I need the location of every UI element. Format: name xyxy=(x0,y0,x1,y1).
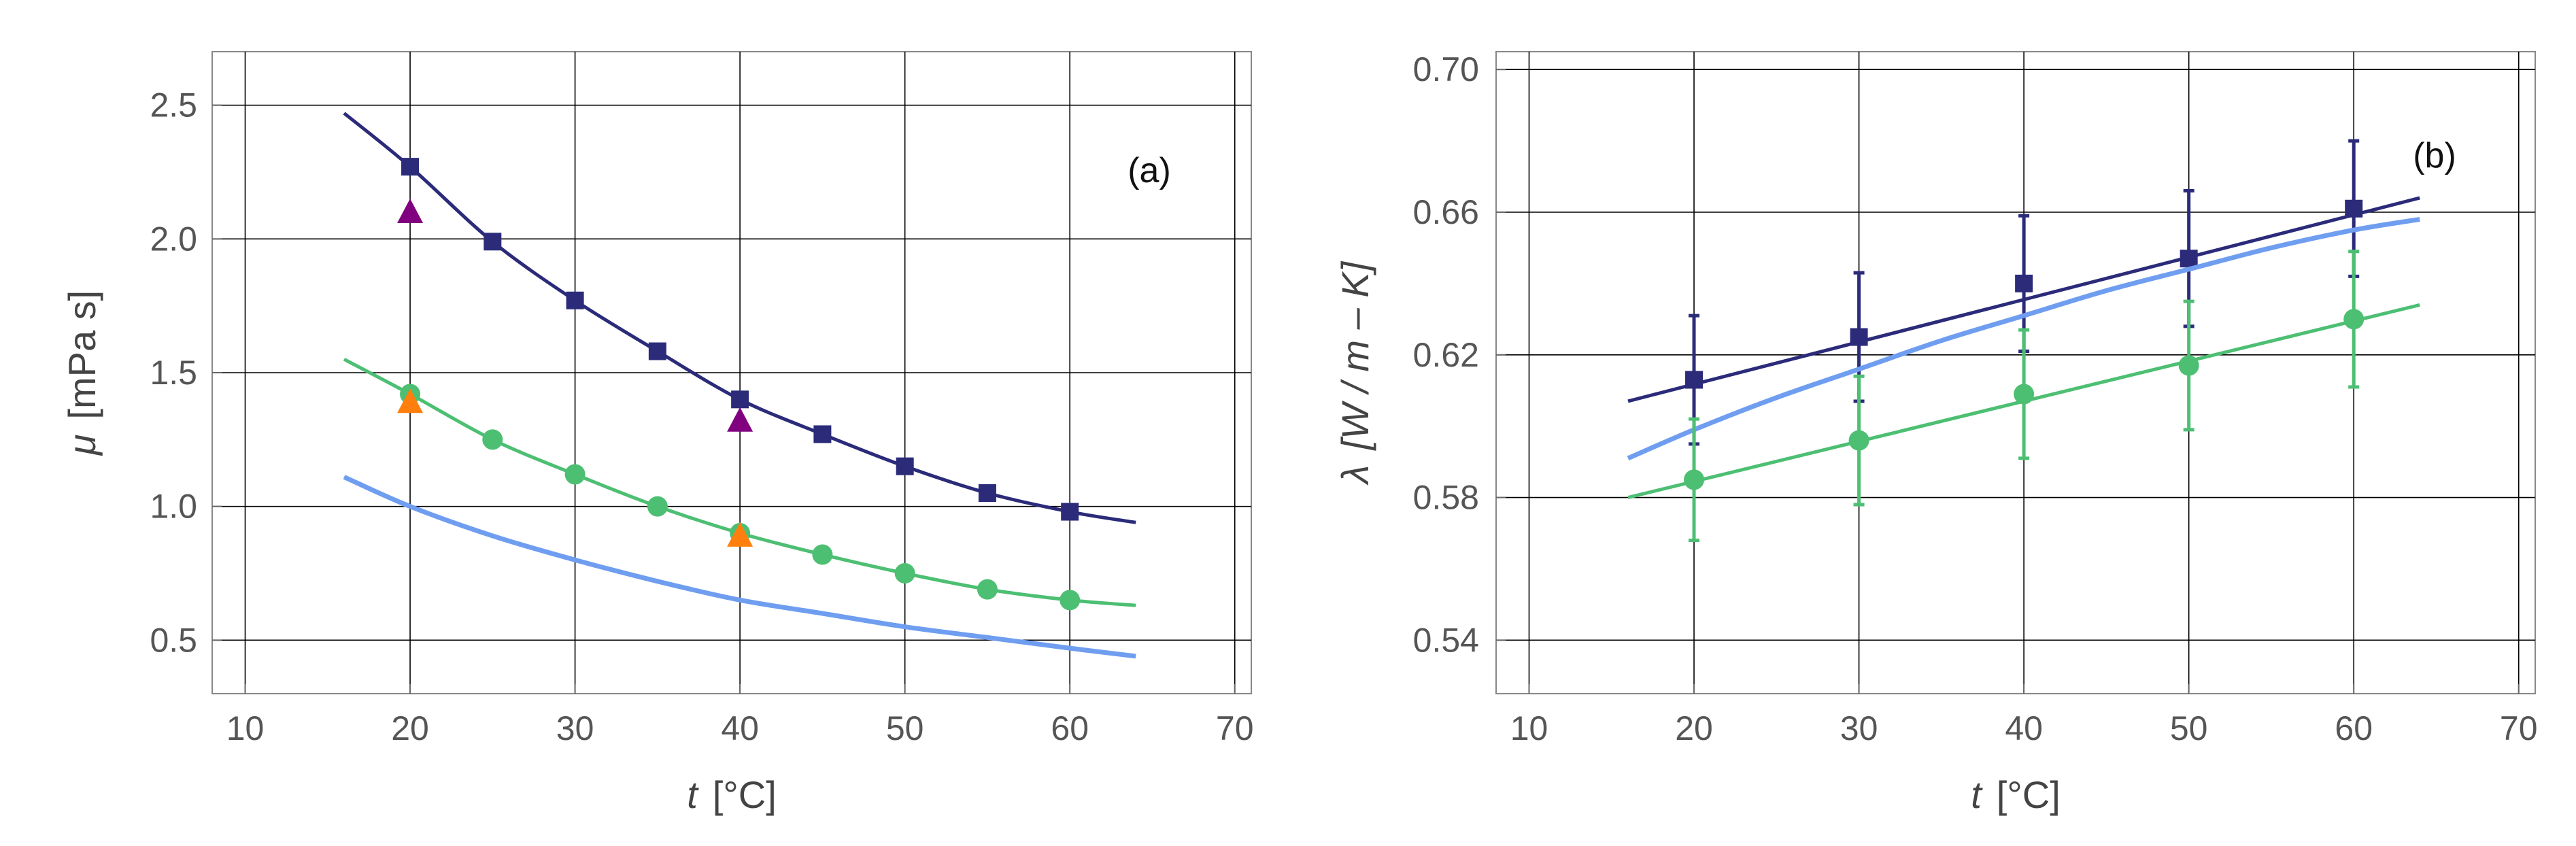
panel-a-dark-blue-curve-point xyxy=(648,342,666,360)
panel-b-green-fit-point xyxy=(1684,469,1705,490)
panel-b-light-blue-curve-line xyxy=(1627,217,2420,461)
panel-b-plot-frame xyxy=(1495,51,2536,694)
panel-a-green-curve-point xyxy=(482,429,503,450)
panel-a-y-axis-variable: μ xyxy=(61,435,103,457)
panel-a-y-tick-label: 0.5 xyxy=(150,621,197,659)
panel-a-y-tick-label: 2.5 xyxy=(150,86,197,124)
panel-b-y-tick-label: 0.70 xyxy=(1413,50,1479,88)
panel-a-orange-triangles-point xyxy=(397,388,424,413)
panel-a-x-tick-label: 60 xyxy=(1051,709,1089,747)
panel-a-light-blue-curve-line xyxy=(343,475,1136,659)
panel-b-chart: 10 20 30 40 50 60 70 0.54 0.58 0.62 0.66 0.70 t [°C] λ… xyxy=(1334,50,2538,816)
panel-b-y-axis-unit: [W / m – K] xyxy=(1334,260,1376,451)
panel-b-x-axis-label: t [°C] xyxy=(1971,773,2061,816)
panel-a-green-curve-point xyxy=(1060,590,1081,611)
panel-a-chart: 10 20 30 40 50 60 70 0.5 1.0 1.5 2.0 2.5 t [°C] μ [mPa … xyxy=(61,51,1254,816)
panel-a-dark-blue-curve-point xyxy=(978,484,996,502)
panel-b-dark-blue-fit-point xyxy=(1850,328,1868,346)
panel-b-y-axis-variable: λ xyxy=(1334,465,1376,486)
panel-a-green-curve-point xyxy=(894,563,915,583)
panel-b-green-fit-point xyxy=(2178,355,2199,376)
panel-a-x-axis-variable: t xyxy=(687,773,699,816)
panel-a-y-tick-label: 2.0 xyxy=(150,220,197,258)
panel-a-dark-blue-curve-point xyxy=(896,457,914,475)
panel-b-green-fit-point xyxy=(2014,384,2035,405)
panel-a-green-curve-point xyxy=(564,464,586,485)
panel-a-x-tick-label: 10 xyxy=(226,709,265,747)
panel-a-green-curve-point xyxy=(812,544,833,565)
panel-b-y-tick-label: 0.54 xyxy=(1413,621,1479,659)
panel-a-dark-blue-curve-point xyxy=(566,291,584,309)
panel-b-label: (b) xyxy=(2413,136,2456,175)
panel-b-dark-blue-fit-point xyxy=(2180,250,2198,268)
panel-a-x-tick-label: 30 xyxy=(556,709,594,747)
panel-b-green-fit-point xyxy=(2343,309,2365,330)
panel-a-y-tick-label: 1.5 xyxy=(150,354,197,392)
panel-b-dark-blue-fit-point xyxy=(2345,199,2363,218)
panel-a-purple-triangles-point xyxy=(727,407,753,432)
panel-a-dark-blue-curve-point xyxy=(401,158,420,176)
panel-b-x-tick-label: 10 xyxy=(1510,709,1548,747)
panel-a-y-axis-unit: [mPa s] xyxy=(61,290,103,420)
panel-a-dark-blue-curve-point xyxy=(731,390,749,409)
panel-b-dark-blue-fit-point xyxy=(2015,274,2033,292)
panel-a-x-tick-label: 40 xyxy=(721,709,759,747)
panel-a-label: (a) xyxy=(1128,151,1171,190)
panel-a-x-axis-label: t [°C] xyxy=(687,773,777,816)
panel-b-x-axis-unit: [°C] xyxy=(1997,773,2061,816)
panel-a-orange-triangles-point xyxy=(727,522,753,547)
panel-a-x-axis-unit: [°C] xyxy=(713,773,777,816)
panel-a-green-curve-point xyxy=(647,496,668,517)
panel-b-x-tick-label: 20 xyxy=(1675,709,1713,747)
panel-a-dark-blue-curve-point xyxy=(813,425,832,443)
panel-b-y-tick-label: 0.66 xyxy=(1413,193,1479,231)
panel-b-x-tick-label: 60 xyxy=(2335,709,2373,747)
panel-a-dark-blue-curve-point xyxy=(484,233,502,251)
panel-a-x-tick-label: 70 xyxy=(1216,709,1254,747)
panel-a-x-tick-label: 20 xyxy=(391,709,429,747)
panel-a-y-tick-label: 1.0 xyxy=(150,488,197,526)
panel-b-y-axis-label: λ [W / m – K] xyxy=(1334,260,1376,486)
panel-b-y-tick-label: 0.62 xyxy=(1413,336,1479,374)
panel-a-green-curve-point xyxy=(977,579,998,600)
panel-b-x-axis-variable: t xyxy=(1971,773,1983,816)
panel-b-x-tick-label: 40 xyxy=(2005,709,2043,747)
panel-b-y-tick-label: 0.58 xyxy=(1413,479,1479,517)
panel-a-y-axis-label: μ [mPa s] xyxy=(61,290,103,457)
panel-a-dark-blue-curve-point xyxy=(1061,503,1079,521)
panel-b-green-fit-point xyxy=(1848,430,1869,451)
panel-b-x-tick-label: 50 xyxy=(2170,709,2208,747)
panel-b-x-tick-label: 70 xyxy=(2500,709,2538,747)
panel-a-purple-triangles-point xyxy=(397,199,424,223)
panel-b-x-tick-label: 30 xyxy=(1840,709,1878,747)
panel-b-dark-blue-fit-point xyxy=(1685,371,1704,389)
panel-a-x-tick-label: 50 xyxy=(886,709,924,747)
